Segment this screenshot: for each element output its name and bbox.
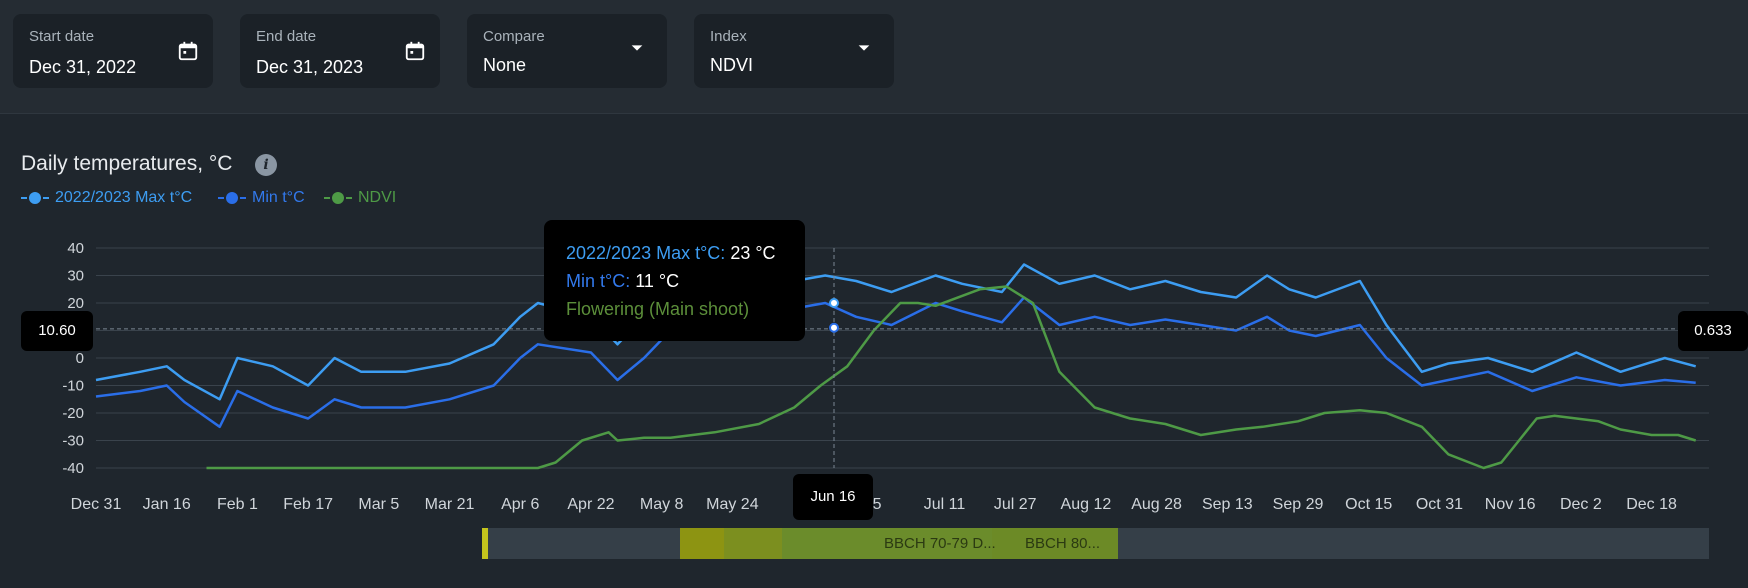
- growth-stage-timeline[interactable]: BBCH 70-79 D... BBCH 80...: [482, 528, 1709, 559]
- stage-segment[interactable]: [482, 528, 488, 559]
- compare-label: Compare: [483, 28, 545, 45]
- x-tick-label: Nov 16: [1485, 496, 1536, 513]
- end-date-field[interactable]: End date Dec 31, 2023: [240, 14, 440, 88]
- tooltip-stage: Flowering (Main shoot): [566, 299, 750, 319]
- x-tick-label: May 8: [640, 496, 684, 513]
- filter-bar: Start date Dec 31, 2022 End date Dec 31,…: [0, 0, 1748, 114]
- series-line-ndvi: [206, 285, 1697, 470]
- hover-point-max: [829, 298, 840, 308]
- y-tick-label: 40: [67, 240, 84, 257]
- x-tick-label: Feb 1: [217, 496, 258, 513]
- x-tick-label: Jan 16: [143, 496, 191, 513]
- stage-label-80: BBCH 80...: [1025, 535, 1101, 552]
- calendar-icon[interactable]: [177, 40, 199, 62]
- end-date-value: Dec 31, 2023: [256, 57, 364, 77]
- stage-segment[interactable]: [782, 528, 992, 559]
- start-date-label: Start date: [29, 28, 95, 45]
- x-tick-label: Apr 22: [567, 496, 614, 513]
- start-date-field[interactable]: Start date Dec 31, 2022: [13, 14, 213, 88]
- index-label: Index: [710, 28, 747, 45]
- hover-y-left-label: 10.60: [21, 311, 93, 351]
- y-tick-label: 20: [67, 295, 84, 312]
- x-tick-label: Jul 27: [994, 496, 1037, 513]
- x-tick-label: Mar 5: [358, 496, 399, 513]
- x-tick-label: May 24: [706, 496, 759, 513]
- hover-y-right-label: 0.633: [1678, 311, 1748, 351]
- y-tick-label: -20: [62, 405, 84, 422]
- legend-swatch-max: [21, 191, 49, 204]
- legend-label-max: 2022/2023 Max t°C: [55, 189, 193, 206]
- y-tick-label: 30: [67, 268, 84, 285]
- legend-swatch-ndvi: [324, 191, 352, 204]
- legend-swatch-min: [218, 191, 246, 204]
- index-value: NDVI: [710, 55, 754, 75]
- stage-segment[interactable]: [680, 528, 724, 559]
- index-select[interactable]: Index NDVI: [694, 14, 894, 88]
- chart-tooltip: 2022/2023 Max t°C: 23 °C Min t°C: 11 °C …: [544, 220, 805, 341]
- legend-item-ndvi[interactable]: NDVI: [324, 189, 396, 207]
- y-tick-label: 0: [76, 350, 84, 367]
- stage-label-70-79: BBCH 70-79 D...: [884, 535, 996, 552]
- hover-point-min: [829, 322, 840, 333]
- x-tick-label: Sep 29: [1273, 496, 1324, 513]
- y-tick-label: -10: [62, 378, 84, 395]
- legend-label-ndvi: NDVI: [358, 189, 397, 206]
- x-tick-label: Dec 31: [71, 496, 122, 513]
- compare-value: None: [483, 55, 527, 75]
- chevron-down-icon[interactable]: [856, 40, 872, 56]
- y-tick-label: -40: [62, 460, 84, 477]
- hover-date-label: Jun 16: [793, 474, 873, 520]
- x-tick-label: Aug 12: [1061, 496, 1112, 513]
- series-line-max: [95, 263, 1697, 401]
- chart-title: Daily temperatures, °C: [21, 152, 233, 175]
- x-tick-label: Aug 28: [1131, 496, 1182, 513]
- x-tick-label: Dec 2: [1560, 496, 1602, 513]
- stage-segment[interactable]: [724, 528, 782, 559]
- start-date-value: Dec 31, 2022: [29, 57, 137, 77]
- x-tick-label: Oct 15: [1345, 496, 1392, 513]
- tooltip-min-value: 11 °C: [635, 271, 680, 291]
- compare-select[interactable]: Compare None: [467, 14, 667, 88]
- tooltip-max-row: 2022/2023 Max t°C: 23 °C: [566, 243, 776, 264]
- x-tick-label: Jul 11: [924, 496, 966, 513]
- x-tick-label: Feb 17: [283, 496, 333, 513]
- legend-item-min[interactable]: Min t°C: [218, 189, 305, 207]
- end-date-label: End date: [256, 28, 317, 45]
- x-tick-label: Oct 31: [1416, 496, 1463, 513]
- legend-label-min: Min t°C: [252, 189, 305, 206]
- chevron-down-icon[interactable]: [629, 40, 645, 56]
- stage-segment[interactable]: [992, 528, 1118, 559]
- x-tick-label: Dec 18: [1626, 496, 1677, 513]
- tooltip-max-value: 23 °C: [730, 243, 776, 263]
- x-tick-label: Apr 6: [501, 496, 539, 513]
- chart-panel: [0, 114, 1748, 588]
- x-tick-label: Sep 13: [1202, 496, 1253, 513]
- calendar-icon[interactable]: [404, 40, 426, 62]
- x-tick-label: Mar 21: [425, 496, 475, 513]
- legend-item-max[interactable]: 2022/2023 Max t°C: [21, 189, 192, 207]
- tooltip-min-label: Min t°C:: [566, 271, 631, 291]
- y-tick-label: -30: [62, 433, 84, 450]
- info-icon[interactable]: i: [255, 154, 277, 176]
- tooltip-min-row: Min t°C: 11 °C: [566, 271, 679, 292]
- series-line-min: [95, 296, 1696, 429]
- tooltip-max-label: 2022/2023 Max t°C:: [566, 243, 726, 263]
